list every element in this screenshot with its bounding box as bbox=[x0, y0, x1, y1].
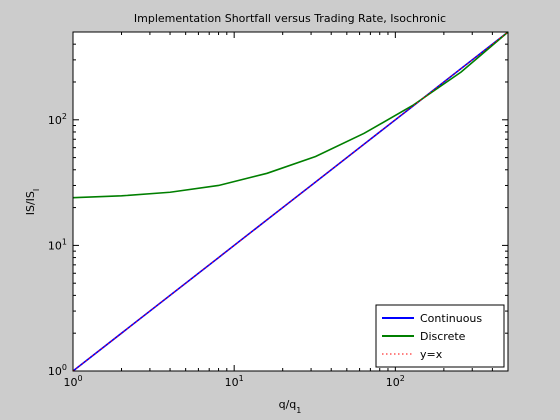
series-layer bbox=[72, 31, 509, 372]
y-tick-label: 102 bbox=[48, 112, 67, 127]
legend-label: Discrete bbox=[420, 330, 466, 343]
x-tick-label: 101 bbox=[225, 374, 244, 389]
y-tick-label: 100 bbox=[48, 363, 67, 378]
axes-box bbox=[72, 31, 509, 372]
x-axis-label: q/q1 bbox=[279, 398, 302, 415]
legend: Continuous Discrete y=x bbox=[375, 304, 505, 368]
legend-label: y=x bbox=[420, 348, 443, 361]
y-tick-label: 101 bbox=[48, 237, 67, 252]
legend-label: Continuous bbox=[420, 312, 482, 325]
tick-layer: 100 101 102 100 101 102 bbox=[48, 31, 509, 389]
axes-layer bbox=[72, 31, 509, 372]
series-line-discrete bbox=[72, 31, 509, 199]
x-tick-label: 100 bbox=[63, 374, 82, 389]
chart-title: Implementation Shortfall versus Trading … bbox=[134, 12, 446, 25]
y-axis-label: IS/ISI bbox=[24, 189, 41, 216]
x-tick-label: 102 bbox=[386, 374, 405, 389]
